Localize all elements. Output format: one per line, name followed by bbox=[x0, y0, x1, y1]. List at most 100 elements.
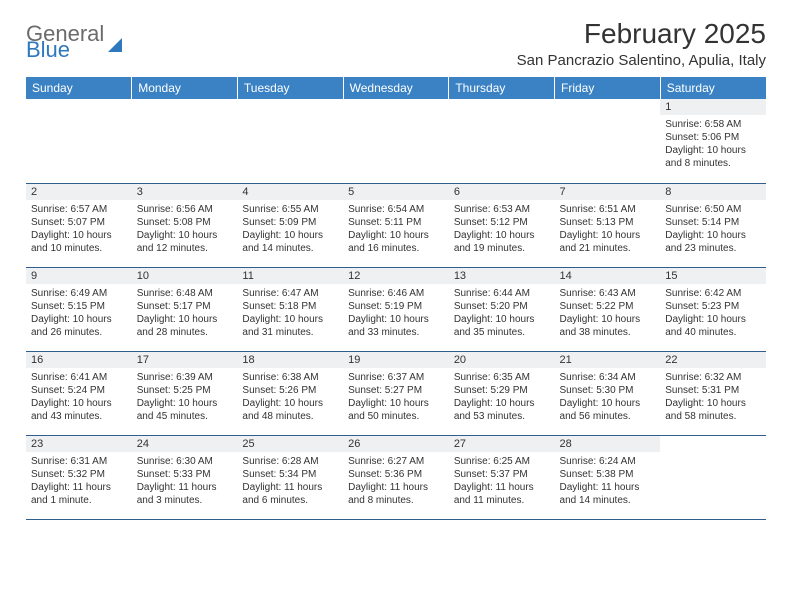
day-info: Sunrise: 6:32 AMSunset: 5:31 PMDaylight:… bbox=[660, 368, 766, 426]
day-number: 8 bbox=[660, 184, 766, 200]
day-info: Sunrise: 6:24 AMSunset: 5:38 PMDaylight:… bbox=[555, 452, 661, 510]
day-number: 27 bbox=[449, 436, 555, 452]
day-info-line: Sunset: 5:18 PM bbox=[242, 300, 338, 313]
day-info-line: Sunrise: 6:28 AM bbox=[242, 455, 338, 468]
day-info-line: Daylight: 10 hours bbox=[454, 313, 550, 326]
day-number: 2 bbox=[26, 184, 132, 200]
day-info-line: Sunrise: 6:56 AM bbox=[137, 203, 233, 216]
day-info-line: Daylight: 10 hours bbox=[242, 229, 338, 242]
day-info-line: Daylight: 10 hours bbox=[454, 229, 550, 242]
weekday-header: Tuesday bbox=[237, 77, 343, 99]
day-info: Sunrise: 6:57 AMSunset: 5:07 PMDaylight:… bbox=[26, 200, 132, 258]
calendar-day-cell: 14Sunrise: 6:43 AMSunset: 5:22 PMDayligh… bbox=[555, 267, 661, 351]
day-info-line: and 53 minutes. bbox=[454, 410, 550, 423]
logo: General Blue bbox=[26, 18, 122, 60]
calendar-day-cell bbox=[555, 99, 661, 183]
day-info-line: Sunset: 5:34 PM bbox=[242, 468, 338, 481]
day-number: 10 bbox=[132, 268, 238, 284]
day-info-line: Sunrise: 6:43 AM bbox=[560, 287, 656, 300]
calendar-day-cell: 1Sunrise: 6:58 AMSunset: 5:06 PMDaylight… bbox=[660, 99, 766, 183]
day-info-line: Daylight: 10 hours bbox=[137, 229, 233, 242]
calendar-day-cell: 24Sunrise: 6:30 AMSunset: 5:33 PMDayligh… bbox=[132, 435, 238, 519]
calendar-day-cell: 11Sunrise: 6:47 AMSunset: 5:18 PMDayligh… bbox=[237, 267, 343, 351]
day-info-line: Daylight: 10 hours bbox=[560, 313, 656, 326]
day-number: 28 bbox=[555, 436, 661, 452]
day-info-line: Daylight: 10 hours bbox=[665, 144, 761, 157]
calendar-day-cell: 26Sunrise: 6:27 AMSunset: 5:36 PMDayligh… bbox=[343, 435, 449, 519]
day-info-line: Sunrise: 6:30 AM bbox=[137, 455, 233, 468]
calendar-day-cell: 18Sunrise: 6:38 AMSunset: 5:26 PMDayligh… bbox=[237, 351, 343, 435]
logo-text-blue: Blue bbox=[26, 40, 104, 60]
day-info-line: Sunrise: 6:54 AM bbox=[348, 203, 444, 216]
calendar-day-cell bbox=[132, 99, 238, 183]
day-number: 13 bbox=[449, 268, 555, 284]
day-number: 19 bbox=[343, 352, 449, 368]
day-info-line: Daylight: 11 hours bbox=[348, 481, 444, 494]
calendar-day-cell: 7Sunrise: 6:51 AMSunset: 5:13 PMDaylight… bbox=[555, 183, 661, 267]
calendar-day-cell: 12Sunrise: 6:46 AMSunset: 5:19 PMDayligh… bbox=[343, 267, 449, 351]
day-info: Sunrise: 6:34 AMSunset: 5:30 PMDaylight:… bbox=[555, 368, 661, 426]
calendar-day-cell: 25Sunrise: 6:28 AMSunset: 5:34 PMDayligh… bbox=[237, 435, 343, 519]
day-info: Sunrise: 6:37 AMSunset: 5:27 PMDaylight:… bbox=[343, 368, 449, 426]
day-info: Sunrise: 6:58 AMSunset: 5:06 PMDaylight:… bbox=[660, 115, 766, 173]
calendar-day-cell: 2Sunrise: 6:57 AMSunset: 5:07 PMDaylight… bbox=[26, 183, 132, 267]
day-info-line: Sunrise: 6:58 AM bbox=[665, 118, 761, 131]
day-info-line: Daylight: 10 hours bbox=[137, 313, 233, 326]
day-info-line: Sunrise: 6:53 AM bbox=[454, 203, 550, 216]
day-info-line: Sunrise: 6:51 AM bbox=[560, 203, 656, 216]
day-info-line: and 40 minutes. bbox=[665, 326, 761, 339]
day-number: 17 bbox=[132, 352, 238, 368]
day-info-line: Daylight: 11 hours bbox=[560, 481, 656, 494]
day-info-line: and 58 minutes. bbox=[665, 410, 761, 423]
day-info-line: Sunset: 5:29 PM bbox=[454, 384, 550, 397]
calendar-day-cell: 27Sunrise: 6:25 AMSunset: 5:37 PMDayligh… bbox=[449, 435, 555, 519]
location-subtitle: San Pancrazio Salentino, Apulia, Italy bbox=[517, 52, 766, 69]
day-info-line: Sunrise: 6:42 AM bbox=[665, 287, 761, 300]
calendar-day-cell: 21Sunrise: 6:34 AMSunset: 5:30 PMDayligh… bbox=[555, 351, 661, 435]
day-info-line: Daylight: 10 hours bbox=[242, 313, 338, 326]
day-info-line: Daylight: 11 hours bbox=[137, 481, 233, 494]
logo-triangle-icon bbox=[108, 38, 122, 52]
calendar-day-cell: 5Sunrise: 6:54 AMSunset: 5:11 PMDaylight… bbox=[343, 183, 449, 267]
day-info-line: Sunrise: 6:49 AM bbox=[31, 287, 127, 300]
day-info-line: and 14 minutes. bbox=[560, 494, 656, 507]
day-info-line: and 33 minutes. bbox=[348, 326, 444, 339]
day-info-line: and 50 minutes. bbox=[348, 410, 444, 423]
day-number: 20 bbox=[449, 352, 555, 368]
day-info-line: and 48 minutes. bbox=[242, 410, 338, 423]
day-info-line: Sunset: 5:12 PM bbox=[454, 216, 550, 229]
day-info: Sunrise: 6:44 AMSunset: 5:20 PMDaylight:… bbox=[449, 284, 555, 342]
day-info-line: Sunrise: 6:46 AM bbox=[348, 287, 444, 300]
day-info-line: Sunset: 5:20 PM bbox=[454, 300, 550, 313]
calendar-day-cell bbox=[26, 99, 132, 183]
day-info-line: and 19 minutes. bbox=[454, 242, 550, 255]
day-info-line: Sunset: 5:14 PM bbox=[665, 216, 761, 229]
calendar-day-cell: 6Sunrise: 6:53 AMSunset: 5:12 PMDaylight… bbox=[449, 183, 555, 267]
day-info: Sunrise: 6:28 AMSunset: 5:34 PMDaylight:… bbox=[237, 452, 343, 510]
day-number: 1 bbox=[660, 99, 766, 115]
day-info: Sunrise: 6:47 AMSunset: 5:18 PMDaylight:… bbox=[237, 284, 343, 342]
day-info-line: Sunrise: 6:24 AM bbox=[560, 455, 656, 468]
calendar-day-cell: 13Sunrise: 6:44 AMSunset: 5:20 PMDayligh… bbox=[449, 267, 555, 351]
day-info: Sunrise: 6:38 AMSunset: 5:26 PMDaylight:… bbox=[237, 368, 343, 426]
calendar-day-cell: 23Sunrise: 6:31 AMSunset: 5:32 PMDayligh… bbox=[26, 435, 132, 519]
day-info: Sunrise: 6:25 AMSunset: 5:37 PMDaylight:… bbox=[449, 452, 555, 510]
day-info-line: Sunrise: 6:37 AM bbox=[348, 371, 444, 384]
day-info-line: Sunrise: 6:25 AM bbox=[454, 455, 550, 468]
day-info-line: Sunrise: 6:48 AM bbox=[137, 287, 233, 300]
day-info-line: and 38 minutes. bbox=[560, 326, 656, 339]
day-info-line: Sunrise: 6:57 AM bbox=[31, 203, 127, 216]
calendar-day-cell: 4Sunrise: 6:55 AMSunset: 5:09 PMDaylight… bbox=[237, 183, 343, 267]
day-info-line: and 26 minutes. bbox=[31, 326, 127, 339]
calendar-day-cell: 16Sunrise: 6:41 AMSunset: 5:24 PMDayligh… bbox=[26, 351, 132, 435]
day-number: 23 bbox=[26, 436, 132, 452]
month-title: February 2025 bbox=[517, 18, 766, 50]
day-info-line: Sunrise: 6:32 AM bbox=[665, 371, 761, 384]
day-info-line: Daylight: 10 hours bbox=[242, 397, 338, 410]
calendar-day-cell bbox=[660, 435, 766, 519]
day-number: 9 bbox=[26, 268, 132, 284]
day-info-line: and 56 minutes. bbox=[560, 410, 656, 423]
day-info-line: Daylight: 10 hours bbox=[665, 229, 761, 242]
day-info-line: Sunset: 5:36 PM bbox=[348, 468, 444, 481]
calendar-day-cell: 22Sunrise: 6:32 AMSunset: 5:31 PMDayligh… bbox=[660, 351, 766, 435]
